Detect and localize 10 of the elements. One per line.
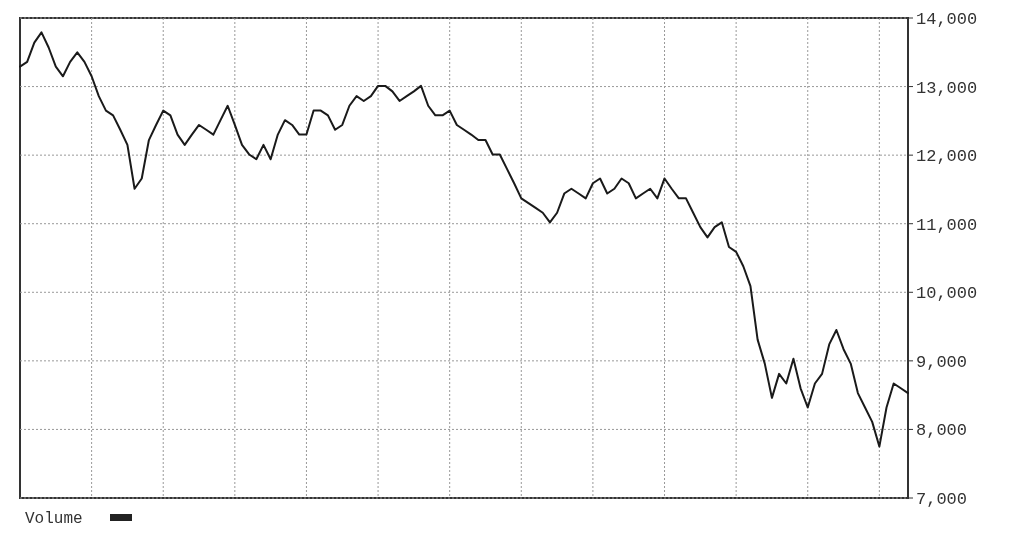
- y-tick-label: 9,000: [916, 352, 968, 372]
- y-tick-label: 14,000: [916, 9, 978, 29]
- y-tick-label: 10,000: [916, 284, 978, 304]
- line-series: [19, 31, 909, 448]
- y-tick-label: 11,000: [916, 215, 978, 235]
- y-tick-label: 7,000: [916, 489, 968, 509]
- text: Volume: [25, 510, 83, 528]
- y-tick-label: 8,000: [916, 421, 968, 441]
- y-tick-label: 13,000: [916, 78, 978, 98]
- y-tick-label: 12,000: [916, 147, 978, 167]
